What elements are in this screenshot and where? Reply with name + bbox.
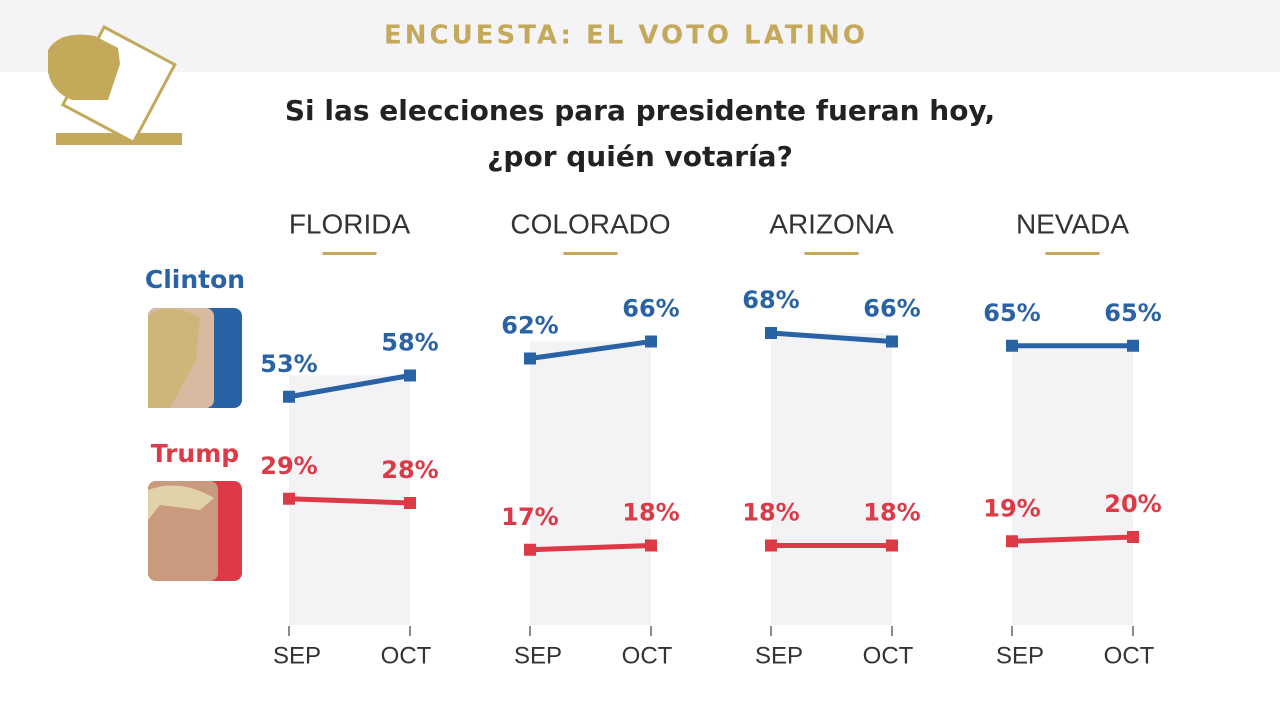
data-point [1127,531,1139,543]
data-point [283,492,295,505]
photo [148,308,242,408]
data-label: 68% [742,286,799,314]
small-chart: NEVADA SEP OCT 65% 65% 19% 20% [983,208,1161,669]
series-line [529,543,652,553]
legend-label: Trump [151,439,239,468]
data-point [1127,339,1139,352]
data-label: 53% [260,350,317,378]
data-point [524,543,536,556]
series-line [529,339,652,361]
data-label: 18% [622,499,679,527]
data-point [404,497,416,509]
x-tick-label: SEP [996,642,1044,669]
x-tick-label: SEP [273,642,321,669]
series-line [1011,534,1134,544]
x-tick-label: SEP [514,642,562,669]
chart-subtitle: ARIZONA [769,208,894,239]
data-label: 28% [381,456,438,484]
chart-subtitle: COLORADO [510,208,670,239]
x-tick-label: SEP [755,642,803,669]
chart-title: ¿por quién votaría? [487,140,793,173]
data-label: 58% [381,329,438,357]
data-point [886,539,898,552]
data-label: 20% [1104,490,1161,518]
x-tick-label: OCT [1104,642,1155,669]
data-point [283,390,295,403]
x-tick-label: OCT [622,642,673,669]
background-band [771,333,892,625]
data-label: 18% [863,499,920,527]
chart-title: Si las elecciones para presidente fueran… [285,94,995,127]
data-label: 62% [501,312,558,340]
series-line [770,330,893,344]
header-title: ENCUESTA: EL VOTO LATINO [384,21,868,51]
data-label: 65% [983,299,1040,327]
header-band [0,0,1280,72]
x-tick-label: OCT [863,642,914,669]
data-point [765,327,777,339]
data-label: 66% [863,295,920,323]
title-underline [804,252,859,255]
chart-subtitle: FLORIDA [289,208,411,239]
data-point [404,369,416,382]
series-line [288,373,411,400]
data-label: 29% [260,452,317,480]
series-line [288,496,411,506]
data-label: 17% [501,503,558,531]
small-chart: FLORIDA SEP OCT 53% 58% 29% 28% [260,208,438,669]
data-label: 66% [622,295,679,323]
small-chart: ARIZONA SEP OCT 68% 66% 18% 18% [742,208,920,669]
x-tick-label: OCT [381,642,432,669]
data-label: 65% [1104,299,1161,327]
data-point [886,335,898,348]
title-underline [1045,252,1100,255]
data-point [1006,339,1018,352]
data-point [1006,535,1018,548]
data-point [765,539,777,552]
data-label: 18% [742,499,799,527]
small-chart: COLORADO SEP OCT 62% 66% 17% 18% [501,208,679,669]
data-point [645,335,657,348]
data-label: 19% [983,494,1040,522]
data-point [524,352,536,365]
background-band [1012,345,1133,625]
background-band [530,341,651,625]
chart-subtitle: NEVADA [1016,208,1129,239]
photo [148,481,242,581]
title-underline [563,252,618,255]
ballot-icon [48,25,182,145]
title-underline [322,252,377,255]
legend-label: Clinton [145,265,245,294]
data-point [645,539,657,552]
